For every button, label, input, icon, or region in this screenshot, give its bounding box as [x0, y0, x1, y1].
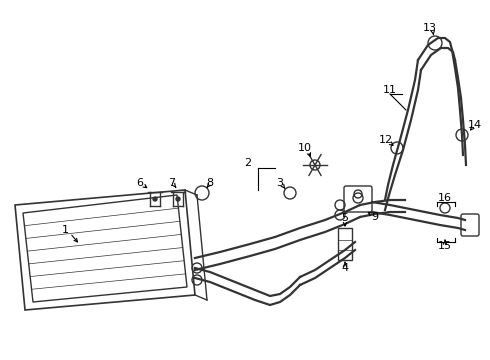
- Text: 11: 11: [383, 85, 397, 95]
- Text: 4: 4: [342, 263, 348, 273]
- Bar: [338, 228, 352, 260]
- Text: 2: 2: [245, 158, 251, 168]
- Text: 3: 3: [276, 178, 284, 188]
- Circle shape: [310, 160, 320, 170]
- Circle shape: [176, 197, 180, 201]
- Text: 7: 7: [169, 178, 175, 188]
- Text: 13: 13: [423, 23, 437, 33]
- Text: 9: 9: [371, 212, 379, 222]
- Text: 15: 15: [438, 241, 452, 251]
- Circle shape: [153, 197, 157, 201]
- FancyBboxPatch shape: [461, 214, 479, 236]
- Text: 12: 12: [379, 135, 393, 145]
- Text: 6: 6: [137, 178, 144, 188]
- Text: 8: 8: [206, 178, 214, 188]
- Text: 14: 14: [468, 120, 482, 130]
- FancyBboxPatch shape: [344, 186, 372, 212]
- Text: 10: 10: [298, 143, 312, 153]
- Text: 16: 16: [438, 193, 452, 203]
- Text: 1: 1: [62, 225, 69, 235]
- Text: 5: 5: [342, 213, 348, 223]
